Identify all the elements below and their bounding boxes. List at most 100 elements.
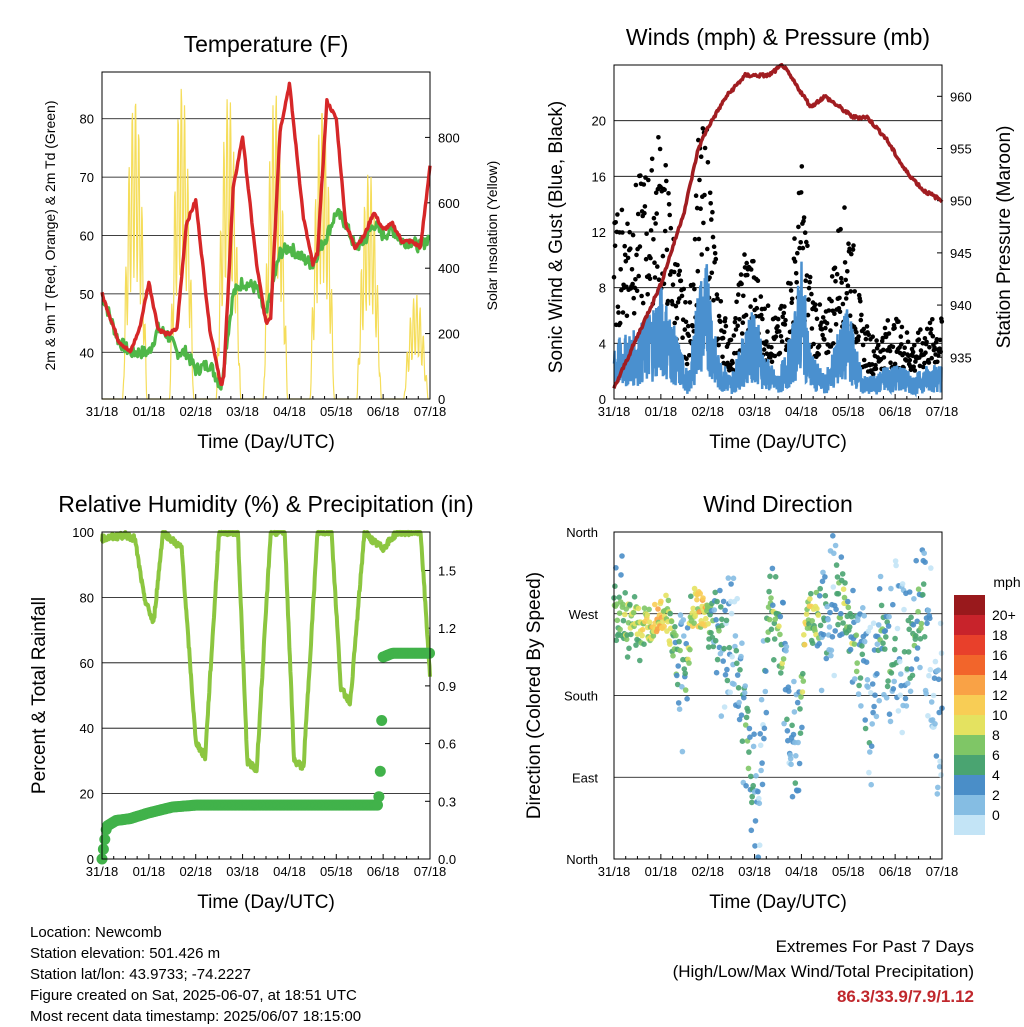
- gust-point: [823, 325, 828, 331]
- direction-point: [742, 722, 749, 728]
- gust-point: [731, 333, 737, 338]
- gust-point: [673, 303, 679, 309]
- gust-point: [809, 326, 815, 331]
- gust-point: [932, 345, 937, 350]
- gust-point: [769, 345, 774, 350]
- y2-tick-label: 600: [438, 196, 460, 211]
- y-axis-label: 2m & 9m T (Red, Orange) & 2m Td (Green): [42, 101, 58, 371]
- direction-point: [725, 575, 732, 581]
- direction-point: [819, 578, 826, 585]
- direction-point: [776, 623, 782, 629]
- direction-point: [747, 734, 753, 740]
- gust-point: [839, 280, 844, 285]
- gust-point: [864, 324, 870, 329]
- gust-point: [804, 239, 809, 245]
- gust-point: [715, 296, 720, 301]
- direction-point: [728, 610, 735, 617]
- gust-point: [759, 312, 764, 318]
- x-tick-label: 01/18: [133, 864, 166, 879]
- direction-point: [658, 598, 664, 605]
- gust-point: [714, 292, 720, 297]
- gust-point: [825, 349, 831, 355]
- gust-point: [619, 207, 625, 213]
- direction-point: [646, 619, 653, 625]
- direction-point: [925, 713, 931, 719]
- direction-point: [687, 646, 693, 653]
- direction-point: [915, 586, 922, 592]
- direction-point: [886, 711, 893, 717]
- direction-point: [667, 641, 673, 647]
- gust-point: [622, 252, 628, 258]
- direction-point: [848, 613, 855, 620]
- gust-point: [738, 272, 744, 277]
- gust-point: [829, 274, 835, 279]
- gust-point: [794, 280, 799, 285]
- gust-point: [723, 323, 729, 329]
- direction-point: [624, 654, 631, 660]
- direction-point: [891, 678, 897, 685]
- direction-point: [622, 611, 628, 618]
- direction-point: [933, 753, 940, 759]
- gust-point: [716, 342, 721, 348]
- gust-point: [837, 309, 843, 315]
- direction-point: [674, 681, 681, 688]
- gust-point: [634, 288, 640, 294]
- gust-point: [649, 156, 655, 162]
- gust-point: [736, 292, 741, 297]
- gust-point: [935, 359, 940, 365]
- gust-point: [803, 278, 808, 284]
- direction-point: [899, 729, 905, 736]
- station-info: Location: Newcomb Station elevation: 501…: [30, 922, 361, 1027]
- gust-point: [904, 330, 910, 335]
- gust-point: [656, 277, 662, 283]
- gust-point: [733, 327, 739, 332]
- y-tick-label: 80: [80, 112, 94, 127]
- gust-point: [686, 333, 692, 339]
- gust-point: [777, 350, 783, 356]
- direction-point: [763, 709, 770, 716]
- gust-point: [707, 190, 713, 196]
- temperature-line: [100, 81, 432, 386]
- gust-point: [805, 243, 810, 249]
- gust-point: [638, 173, 643, 178]
- gust-point: [866, 332, 871, 338]
- direction-point: [766, 616, 773, 623]
- gust-point: [737, 317, 742, 322]
- y-tick-label: 40: [80, 721, 94, 736]
- direction-point: [928, 699, 935, 705]
- gust-point: [752, 297, 758, 303]
- direction-point: [722, 607, 728, 614]
- direction-point: [761, 725, 768, 732]
- direction-point: [639, 632, 645, 639]
- gust-point: [712, 251, 718, 256]
- gust-point: [902, 345, 907, 351]
- gust-point: [828, 328, 833, 333]
- direction-point: [892, 635, 898, 642]
- direction-point: [888, 670, 895, 676]
- gust-point: [817, 302, 823, 307]
- direction-point: [895, 708, 902, 714]
- y2-tick-label: 0.0: [438, 852, 456, 867]
- direction-point: [670, 653, 676, 659]
- x-tick-label: 04/18: [273, 404, 306, 419]
- direction-point: [739, 640, 745, 646]
- gust-point: [690, 324, 695, 329]
- x-tick-label: 31/18: [86, 404, 119, 419]
- gust-point: [637, 244, 643, 249]
- direction-point: [732, 643, 738, 650]
- direction-point: [721, 645, 727, 652]
- direction-point: [752, 818, 759, 824]
- direction-point: [627, 601, 633, 608]
- legend-swatch: [954, 715, 985, 735]
- gust-point: [642, 210, 647, 216]
- gust-point: [701, 220, 706, 226]
- rainfall-point: [99, 833, 111, 845]
- direction-point: [803, 611, 810, 617]
- gust-point: [918, 327, 923, 332]
- direction-point: [713, 617, 719, 623]
- rainfall-point: [372, 799, 383, 811]
- direction-point: [840, 620, 846, 626]
- gust-point: [769, 359, 775, 365]
- direction-point: [924, 620, 930, 627]
